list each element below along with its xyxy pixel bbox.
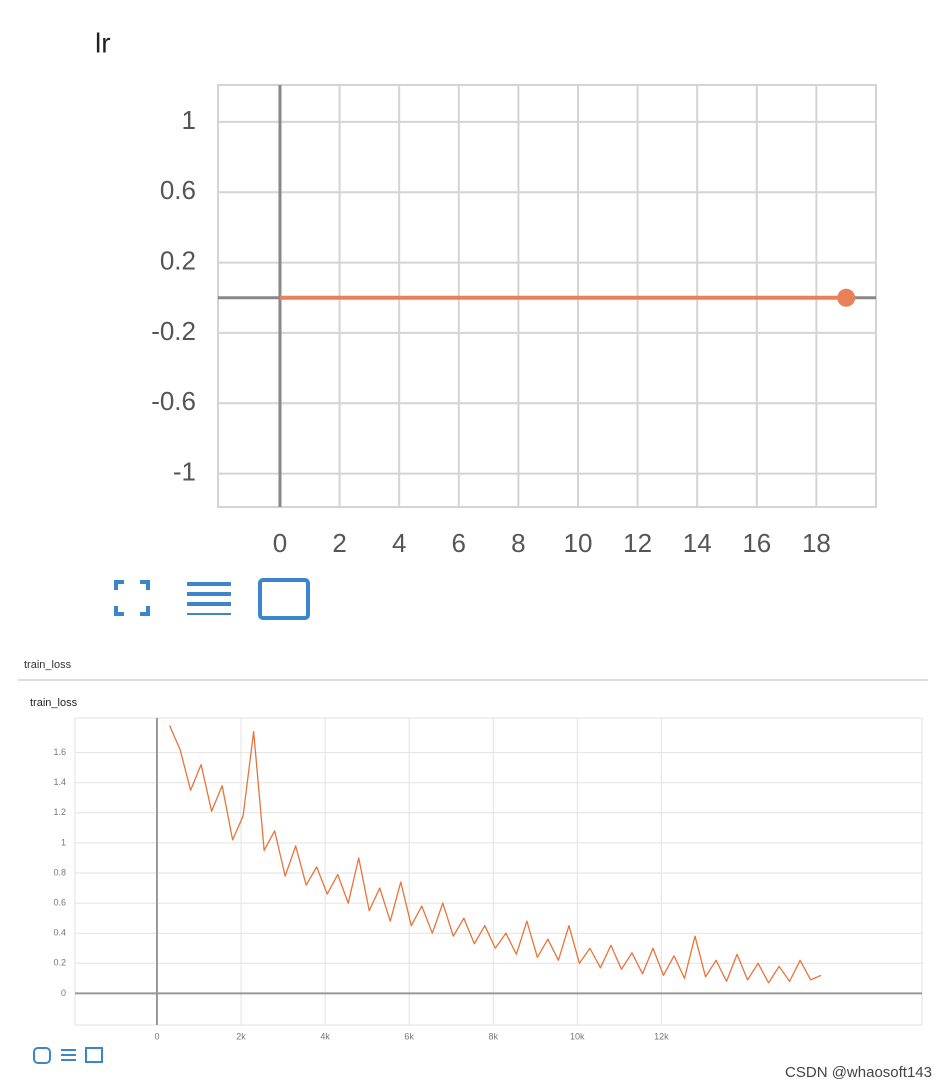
toolbar bbox=[114, 578, 310, 620]
plot-frame bbox=[74, 717, 923, 1026]
y-tick-label: 1.2 bbox=[53, 807, 66, 817]
y-tick-label: 0.8 bbox=[53, 867, 66, 877]
x-tick-label: 12k bbox=[654, 1031, 669, 1041]
y-tick-label: -1 bbox=[173, 456, 196, 486]
fit-icon[interactable] bbox=[114, 580, 150, 616]
y-tick-label: 0.6 bbox=[53, 897, 66, 907]
series-line bbox=[168, 725, 822, 984]
watermark: CSDN @whaosoft143 bbox=[785, 1064, 932, 1081]
x-tick-label: 10k bbox=[570, 1031, 585, 1041]
y-tick-label: 0.4 bbox=[53, 928, 66, 938]
x-tick-label: 0 bbox=[154, 1031, 159, 1041]
y-tick-label: 0.2 bbox=[53, 958, 66, 968]
x-tick-label: 6k bbox=[404, 1031, 414, 1041]
x-tick-label: 14 bbox=[683, 528, 712, 558]
expand-icon[interactable] bbox=[85, 1047, 103, 1063]
y-tick-label: -0.2 bbox=[151, 316, 196, 346]
x-tick-label: 4k bbox=[320, 1031, 330, 1041]
chart-title: train_loss bbox=[30, 697, 78, 709]
y-tick-label: 1.6 bbox=[53, 747, 66, 757]
y-tick-label: 0 bbox=[61, 988, 66, 998]
list-icon[interactable] bbox=[187, 582, 231, 615]
x-tick-label: 2 bbox=[332, 528, 346, 558]
x-tick-label: 8 bbox=[511, 528, 525, 558]
list-icon[interactable] bbox=[61, 1049, 76, 1061]
toolbar-small bbox=[33, 1047, 103, 1064]
y-tick-label: 1 bbox=[182, 105, 196, 135]
expand-icon[interactable] bbox=[258, 578, 310, 620]
x-tick-label: 4 bbox=[392, 528, 406, 558]
y-tick-label: 0.6 bbox=[160, 175, 196, 205]
x-tick-label: 16 bbox=[742, 528, 771, 558]
x-tick-label: 6 bbox=[452, 528, 466, 558]
fit-icon[interactable] bbox=[33, 1047, 51, 1064]
chart-title: lr bbox=[95, 27, 111, 58]
x-tick-label: 8k bbox=[488, 1031, 498, 1041]
x-tick-label: 18 bbox=[802, 528, 831, 558]
plot-frame bbox=[217, 84, 877, 508]
section-title: train_loss bbox=[24, 659, 72, 671]
x-tick-label: 0 bbox=[273, 528, 287, 558]
x-tick-label: 10 bbox=[564, 528, 593, 558]
last-point bbox=[837, 288, 856, 307]
x-tick-label: 12 bbox=[623, 528, 652, 558]
y-tick-label: -0.6 bbox=[151, 386, 196, 416]
y-tick-label: 0.2 bbox=[160, 245, 196, 275]
x-tick-label: 2k bbox=[236, 1031, 246, 1041]
y-tick-label: 1.4 bbox=[53, 777, 66, 787]
y-tick-label: 1 bbox=[61, 837, 66, 847]
